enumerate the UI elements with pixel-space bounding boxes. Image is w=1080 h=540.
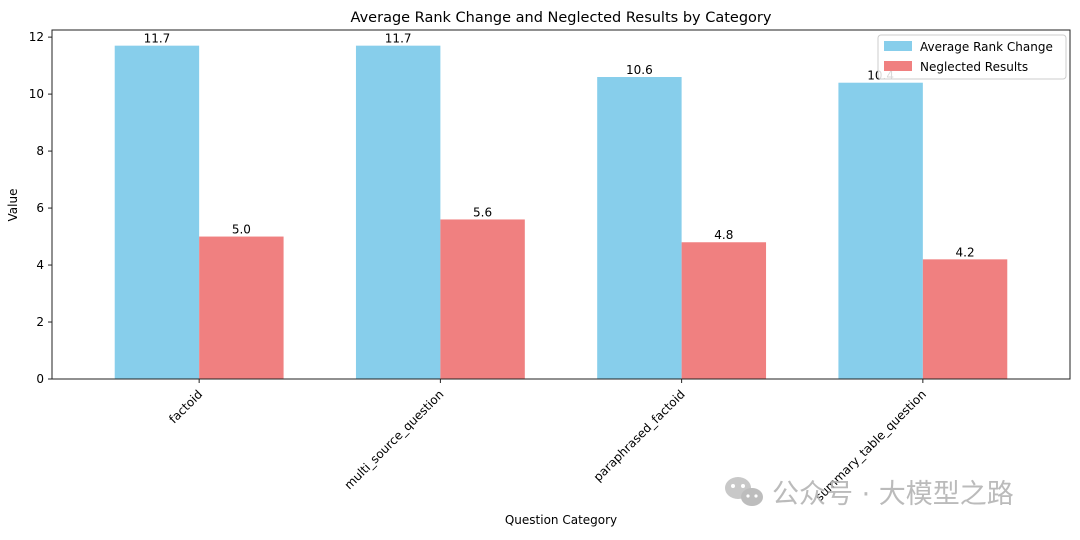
- y-axis-ticks: 0 2 4 6 8 10 12: [29, 30, 52, 386]
- bar-average-rank-change-multi-source-question: [355, 45, 441, 380]
- x-axis-label: Question Category: [505, 513, 617, 527]
- y-axis-label: Value: [6, 189, 20, 222]
- legend-box: [877, 34, 1067, 80]
- watermark-text: 公众号 · 大模型之路: [772, 479, 1014, 510]
- x-tick-label-multi-source-question: multi_source_question: [342, 387, 447, 492]
- bar-neglected-results-multi-source-question: [440, 219, 525, 379]
- chart-title: Average Rank Change and Neglected Result…: [351, 10, 772, 26]
- bar-neglected-results-paraphrased-factoid: [681, 242, 767, 379]
- x-tick-label-paraphrased-factoid: paraphrased_factoid: [591, 387, 688, 484]
- y-tick-label: 10: [29, 87, 44, 101]
- plot-frame: [51, 29, 1071, 380]
- y-tick-label: 0: [36, 372, 44, 386]
- bar-average-rank-change-summary-table-question: [838, 82, 923, 380]
- wechat-logo-icon: [725, 477, 763, 506]
- legend-swatch-average-rank-change: [884, 41, 912, 51]
- y-tick-label: 6: [36, 201, 44, 215]
- bar-neglected-results-factoid: [199, 236, 284, 379]
- value-label: 4.2: [956, 245, 975, 259]
- legend: Average Rank Change Neglected Results: [877, 34, 1067, 80]
- y-tick-label: 8: [36, 144, 44, 158]
- value-labels-group: 11.75.011.75.610.64.810.44.2: [144, 32, 975, 260]
- bar-average-rank-change-factoid: [114, 45, 200, 380]
- y-tick-label: 2: [36, 315, 44, 329]
- value-label: 5.6: [473, 205, 492, 219]
- value-label: 4.8: [714, 228, 733, 242]
- y-tick-label: 12: [29, 30, 44, 44]
- x-tick-label-factoid: factoid: [166, 387, 205, 426]
- value-label: 5.0: [232, 223, 251, 237]
- value-label: 11.7: [144, 32, 171, 46]
- legend-label-average-rank-change: Average Rank Change: [920, 40, 1053, 54]
- value-label: 10.6: [626, 63, 653, 77]
- watermark: 公众号 · 大模型之路: [725, 477, 1014, 510]
- legend-swatch-neglected-results: [884, 61, 912, 71]
- legend-label-neglected-results: Neglected Results: [920, 60, 1028, 74]
- bar-average-rank-change-paraphrased-factoid: [597, 77, 682, 379]
- value-label: 11.7: [385, 32, 412, 46]
- bar-neglected-results-summary-table-question: [922, 259, 1008, 379]
- y-tick-label: 4: [36, 258, 44, 272]
- bars-group: [114, 45, 1008, 380]
